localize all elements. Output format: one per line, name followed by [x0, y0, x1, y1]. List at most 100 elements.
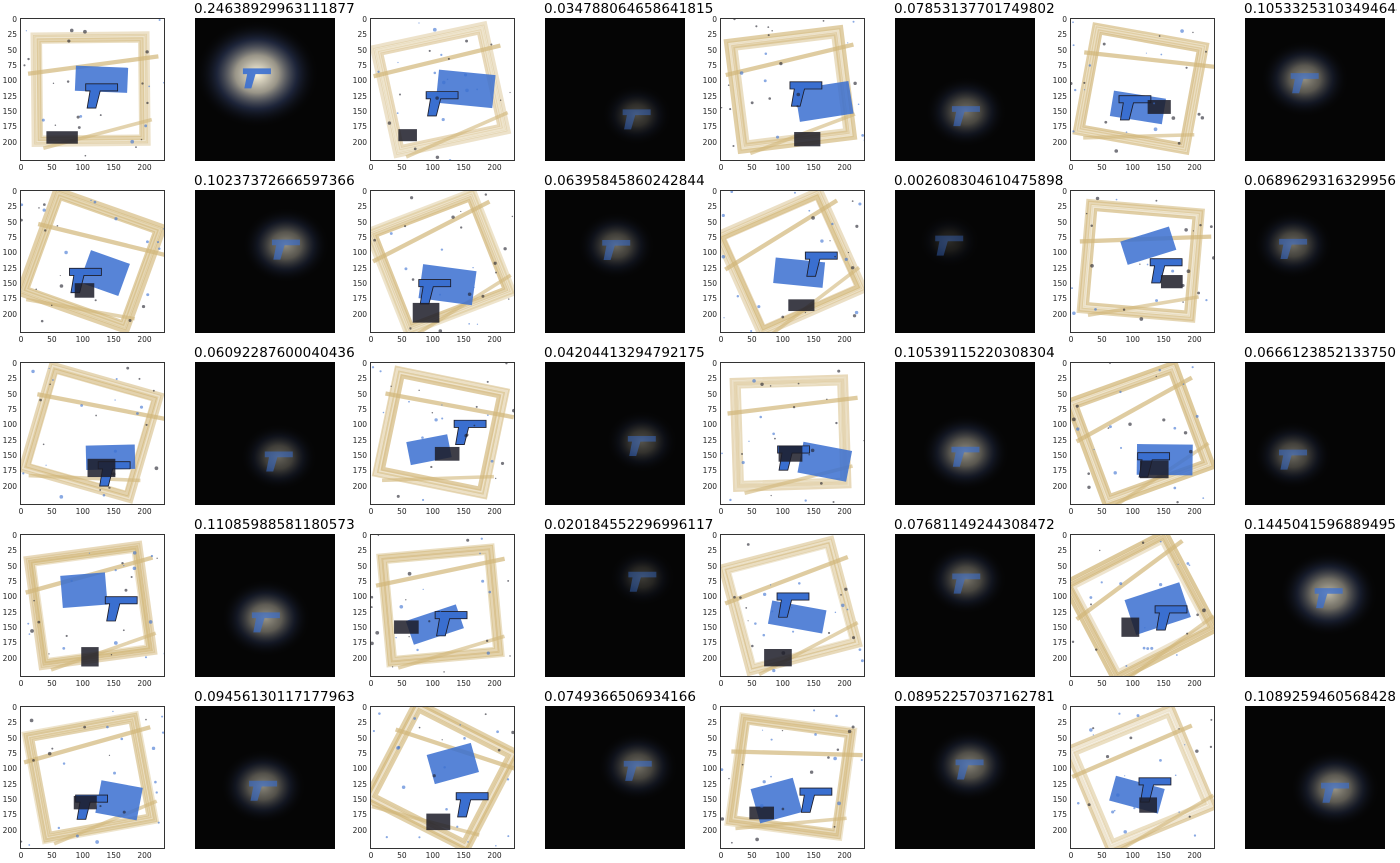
y-tick-label: 100	[2, 420, 17, 430]
x-tick-label: 50	[397, 163, 407, 172]
x-tick-label: 200	[137, 679, 152, 688]
x-tick-label: 100	[425, 507, 440, 516]
x-tick-label: 0	[368, 163, 374, 172]
x-tick-label: 150	[806, 851, 821, 860]
y-tick-label: 0	[362, 187, 367, 196]
y-tick-label: 25	[1057, 718, 1067, 728]
y-tick-label: 25	[7, 546, 17, 556]
y-tick-label: 25	[7, 202, 17, 212]
y-tick-label: 0	[362, 703, 367, 712]
y-tick-label: 200	[702, 309, 717, 319]
xray-image	[370, 18, 515, 161]
y-tick-label: 100	[352, 764, 367, 774]
x-tick-label: 50	[747, 163, 757, 172]
y-tick-label: 50	[357, 45, 367, 55]
y-tick-label: 50	[707, 217, 717, 227]
x-tick-label: 100	[1125, 163, 1140, 172]
y-tick-label: 175	[2, 466, 17, 476]
y-tick-label: 150	[1052, 279, 1067, 289]
x-tick-label: 200	[137, 851, 152, 860]
y-tick-label: 75	[707, 233, 717, 243]
score-title: 0.020184552296996117	[544, 517, 714, 533]
y-tick-label: 0	[1062, 187, 1067, 196]
y-tick-label: 175	[1052, 638, 1067, 648]
x-tick-label: 100	[775, 851, 790, 860]
y-tick-label: 200	[352, 481, 367, 491]
y-tick-label: 175	[1052, 122, 1067, 132]
heatmap-image	[895, 362, 1035, 505]
y-tick-label: 200	[2, 137, 17, 147]
y-tick-label: 175	[352, 122, 367, 132]
score-title: 0.10539115220308304	[894, 345, 1055, 361]
x-tick-label: 150	[456, 679, 471, 688]
y-tick-label: 100	[702, 764, 717, 774]
y-tick-label: 150	[702, 107, 717, 117]
y-tick-label: 50	[357, 561, 367, 571]
x-tick-label: 50	[1097, 335, 1107, 344]
y-tick-label: 100	[2, 764, 17, 774]
y-tick-label: 175	[352, 294, 367, 304]
y-tick-label: 0	[12, 15, 17, 24]
y-tick-label: 50	[7, 389, 17, 399]
x-tick-label: 200	[837, 851, 852, 860]
y-tick-label: 25	[357, 30, 367, 40]
y-tick-label: 125	[2, 263, 17, 273]
y-tick-label: 200	[352, 825, 367, 835]
x-tick-label: 50	[1097, 851, 1107, 860]
y-tick-label: 125	[702, 607, 717, 617]
y-tick-label: 150	[702, 451, 717, 461]
y-tick-label: 25	[707, 202, 717, 212]
y-tick-label: 200	[1052, 137, 1067, 147]
xray-image	[720, 534, 865, 677]
x-tick-label: 150	[106, 679, 121, 688]
y-tick-label: 0	[712, 703, 717, 712]
y-tick-label: 50	[707, 733, 717, 743]
y-tick-label: 150	[2, 623, 17, 633]
x-tick-label: 150	[106, 335, 121, 344]
x-tick-label: 0	[1068, 679, 1074, 688]
xray-image	[720, 18, 865, 161]
y-tick-label: 0	[12, 531, 17, 540]
y-tick-label: 200	[702, 137, 717, 147]
x-tick-label: 50	[1097, 163, 1107, 172]
heatmap-image	[545, 706, 685, 849]
score-title: 0.07681149244308472	[894, 517, 1055, 533]
heatmap-image	[1245, 534, 1385, 677]
y-tick-label: 125	[2, 435, 17, 445]
y-tick-label: 0	[1062, 15, 1067, 24]
heatmap-image	[545, 534, 685, 677]
x-tick-label: 0	[18, 851, 24, 860]
y-tick-label: 50	[1057, 733, 1067, 743]
y-tick-label: 150	[1052, 795, 1067, 805]
xray-image	[720, 706, 865, 849]
y-tick-label: 175	[702, 638, 717, 648]
x-tick-label: 150	[456, 163, 471, 172]
x-tick-label: 0	[368, 679, 374, 688]
x-tick-label: 100	[425, 163, 440, 172]
x-tick-label: 100	[775, 679, 790, 688]
x-tick-label: 100	[425, 851, 440, 860]
y-tick-label: 150	[2, 279, 17, 289]
xray-image	[20, 706, 165, 849]
y-tick-label: 75	[357, 61, 367, 71]
y-tick-label: 0	[1062, 359, 1067, 368]
y-tick-label: 75	[357, 233, 367, 243]
y-tick-label: 100	[1052, 764, 1067, 774]
x-tick-label: 0	[1068, 163, 1074, 172]
y-tick-label: 25	[707, 374, 717, 384]
score-title: 0.11085988581180573	[194, 517, 355, 533]
xray-image	[1070, 706, 1215, 849]
y-tick-label: 175	[352, 638, 367, 648]
y-tick-label: 175	[2, 122, 17, 132]
y-tick-label: 150	[702, 623, 717, 633]
y-tick-label: 125	[352, 91, 367, 101]
xray-image	[720, 190, 865, 333]
x-tick-label: 200	[487, 335, 502, 344]
x-tick-label: 100	[1125, 335, 1140, 344]
xray-image	[720, 362, 865, 505]
x-tick-label: 0	[368, 335, 374, 344]
y-tick-label: 25	[357, 202, 367, 212]
x-tick-label: 150	[1156, 679, 1171, 688]
y-tick-label: 75	[1057, 749, 1067, 759]
x-tick-label: 100	[775, 335, 790, 344]
